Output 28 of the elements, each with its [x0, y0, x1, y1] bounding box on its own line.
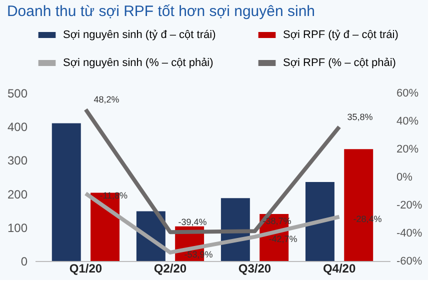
x-tick-label: Q1/20: [69, 262, 102, 276]
y-tick-label: 0: [20, 254, 28, 268]
x-tick-label: Q2/20: [154, 262, 187, 276]
legend-label: Sợi RPF (tỷ đ – cột trái): [283, 29, 398, 41]
y2-tick-label: 60%: [396, 88, 419, 100]
data-label: -39,4%: [178, 217, 207, 228]
y-tick-label: 500: [7, 86, 28, 100]
bar: [52, 123, 81, 261]
y2-tick-label: -40%: [396, 228, 422, 240]
y-tick-label: 300: [7, 154, 28, 168]
line-series: [84, 108, 342, 234]
legend-label: Sợi RPF (% – cột phải): [283, 57, 396, 69]
data-label: 35,8%: [347, 112, 373, 122]
y2-tick-label: 0%: [396, 172, 413, 184]
chart-title: Doanh thu từ sợi RPF tốt hơn sợi nguyên sinh: [6, 3, 316, 20]
y2-tick-label: 40%: [396, 116, 419, 128]
legend-label: Sợi nguyên sinh (% – cột phải): [63, 57, 214, 69]
legend-label: Sợi nguyên sinh (tỷ đ – cột trái): [63, 29, 216, 41]
x-tick-label: Q4/20: [322, 262, 356, 276]
data-label: 48,2%: [94, 94, 120, 105]
y2-tick-label: -60%: [396, 256, 422, 268]
bar: [305, 182, 334, 261]
y-tick-label: 400: [7, 120, 28, 134]
y-tick-label: 200: [7, 187, 28, 202]
y-tick-label: 100: [7, 220, 28, 235]
x-tick-label: Q3/20: [238, 262, 272, 276]
y2-tick-label: 20%: [396, 144, 419, 156]
y2-tick-label: -20%: [396, 200, 422, 212]
